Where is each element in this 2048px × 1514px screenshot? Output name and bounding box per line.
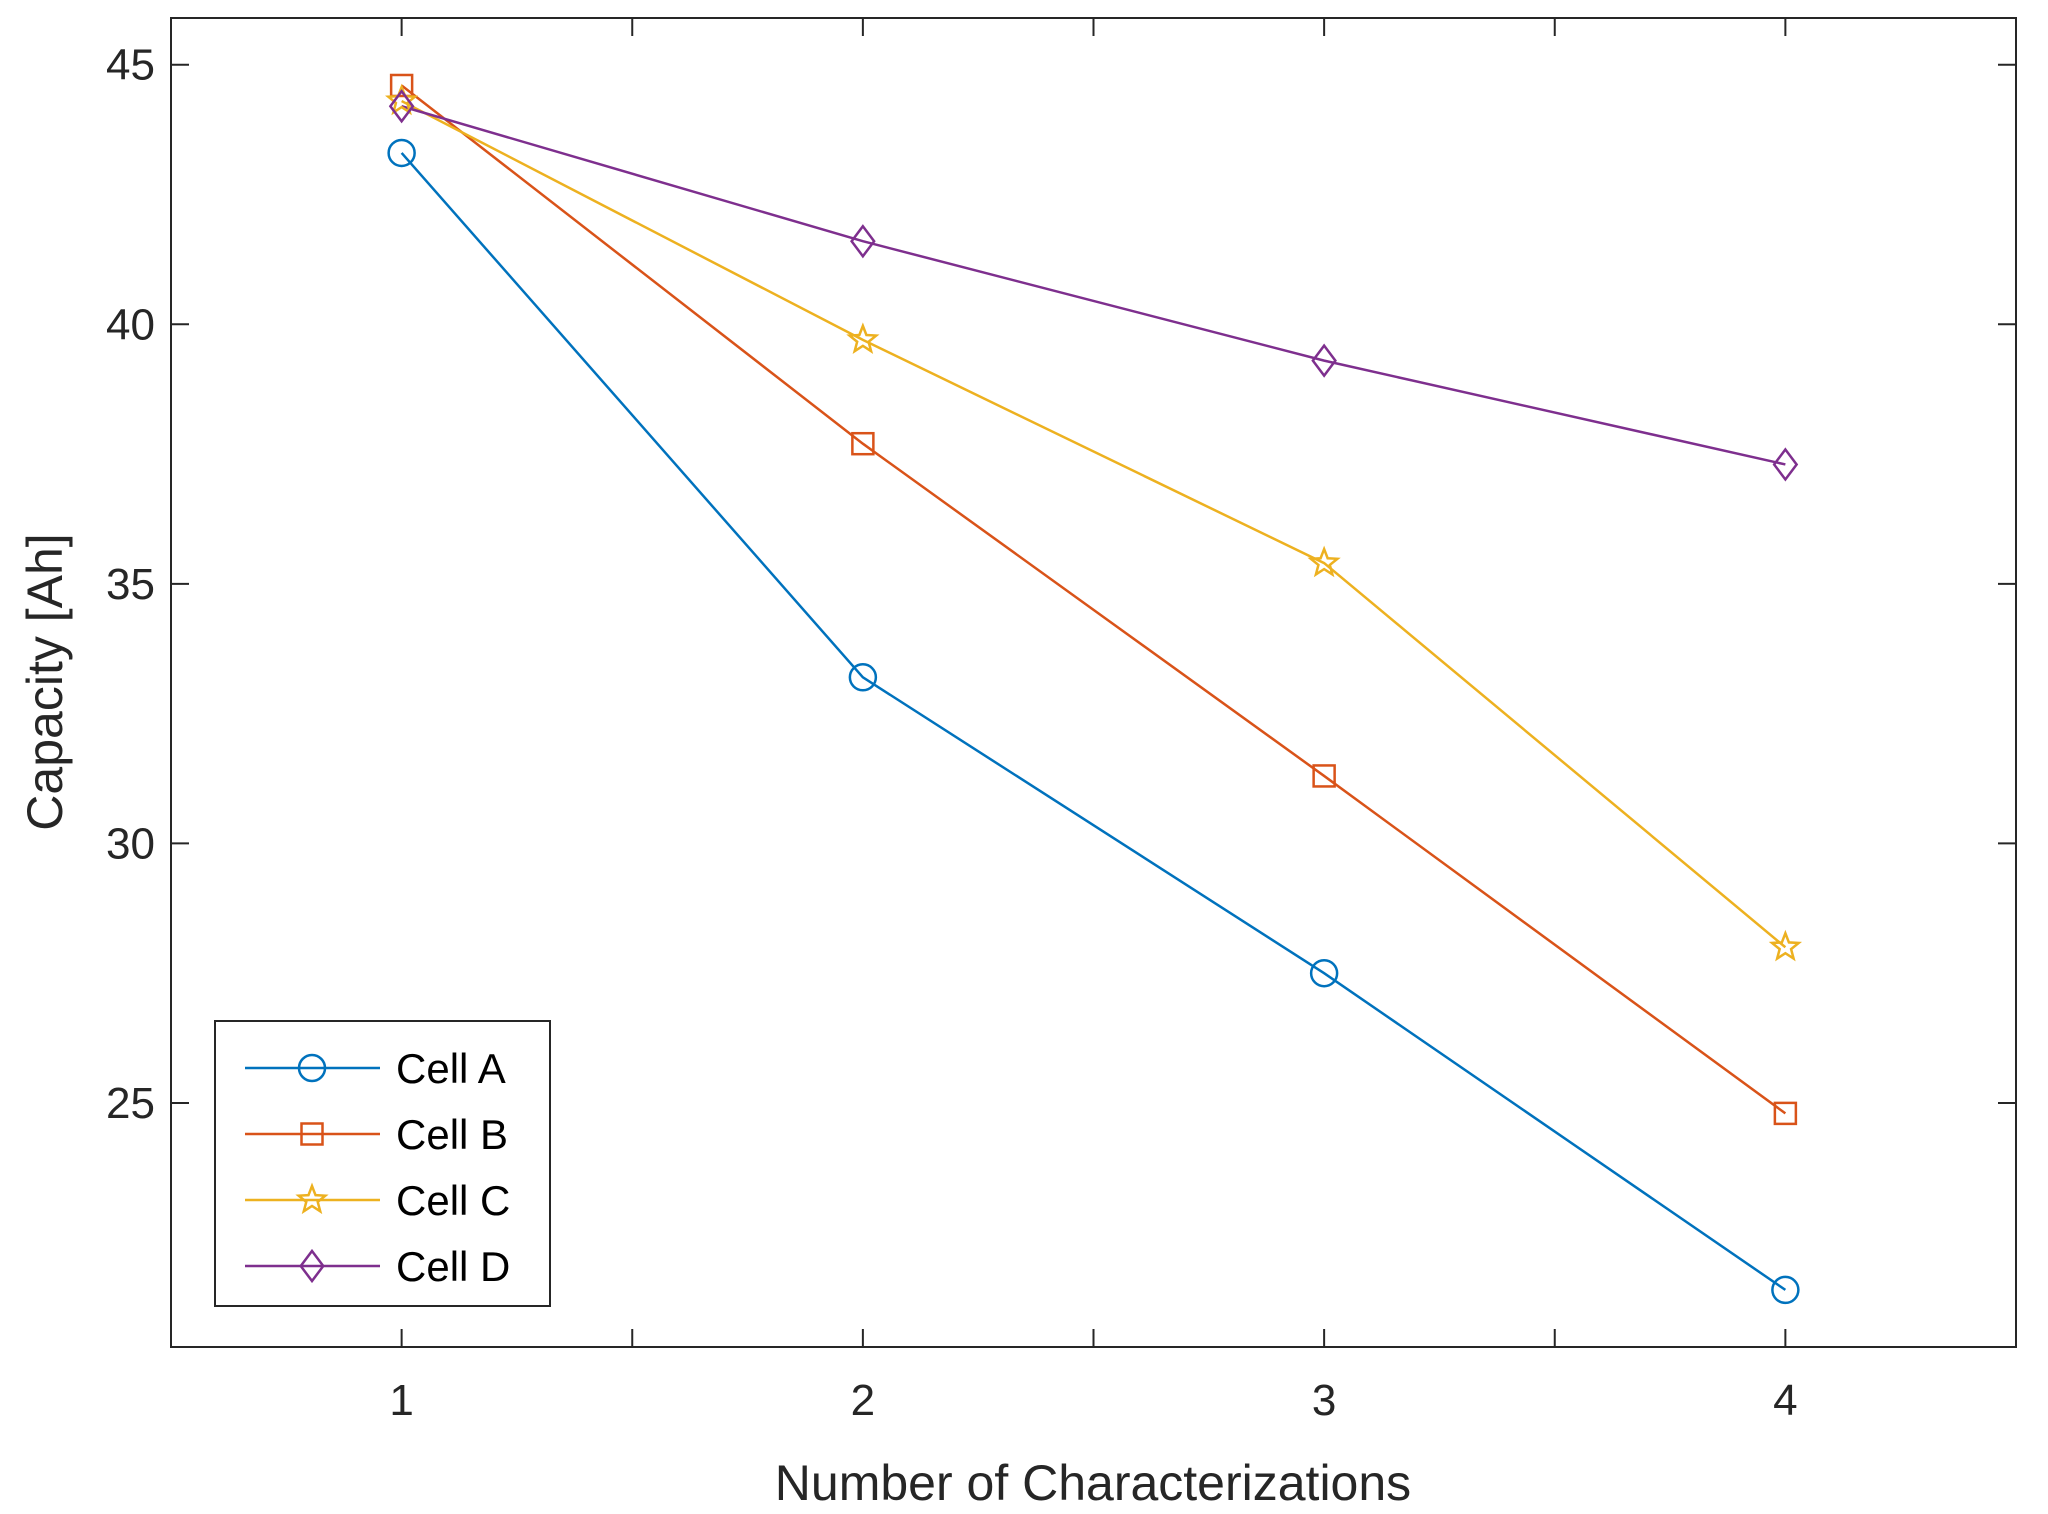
data-point-cell-b (1312, 764, 1336, 788)
y-tick-label: 35 (106, 560, 155, 609)
y-tick-labels: 25 30 35 40 45 (106, 41, 155, 1128)
axis-ticks (171, 18, 2016, 1347)
legend-label-cell-b: Cell B (396, 1111, 508, 1158)
y-tick-label: 25 (106, 1079, 155, 1128)
legend-marker-cell-c (295, 1182, 329, 1215)
series-lines (400, 84, 1787, 1291)
legend-label-cell-d: Cell D (396, 1243, 510, 1290)
data-point-cell-b (389, 73, 414, 98)
series-line-cell-b (400, 84, 1787, 1115)
y-tick-label: 45 (106, 41, 155, 90)
x-tick-label: 3 (1312, 1376, 1336, 1425)
legend-marker-cell-b (300, 1122, 324, 1146)
data-point-cell-a (387, 138, 416, 168)
data-point-cell-b (851, 431, 875, 456)
data-point-cell-a (1771, 1275, 1800, 1305)
data-point-cell-b (1773, 1101, 1798, 1126)
data-point-cell-d (1772, 447, 1799, 482)
y-tick-label: 30 (106, 819, 155, 868)
data-point-cell-c (1768, 929, 1802, 962)
data-point-cell-c (846, 322, 880, 355)
series-line-cell-c (401, 99, 1787, 949)
legend-label-cell-a: Cell A (396, 1045, 506, 1092)
plot-frame (170, 17, 2017, 1348)
y-axis-label: Capacity [Ah] (17, 533, 73, 830)
data-point-cell-c (385, 83, 419, 116)
data-point-cell-d (1311, 343, 1337, 378)
data-point-cell-d (388, 89, 415, 124)
x-tick-label: 4 (1773, 1376, 1797, 1425)
x-axis-label: Number of Characterizations (775, 1455, 1411, 1511)
data-point-cell-c (1307, 545, 1341, 578)
x-tick-label: 1 (389, 1376, 413, 1425)
series-line-cell-a (400, 152, 1787, 1291)
x-tick-label: 2 (851, 1376, 875, 1425)
data-point-cell-a (1309, 958, 1339, 988)
x-tick-labels: 1 2 3 4 (389, 1376, 1797, 1425)
y-tick-label: 40 (106, 300, 155, 349)
data-point-cell-d (850, 224, 876, 259)
series-markers (385, 73, 1802, 1305)
legend-marker-cell-a (297, 1053, 327, 1083)
legend-marker-cell-d (299, 1248, 325, 1284)
data-point-cell-a (848, 663, 878, 692)
series-line-cell-d (401, 105, 1786, 466)
legend: Cell A Cell B Cell C Cell D (214, 1020, 551, 1307)
legend-label-cell-c: Cell C (396, 1177, 510, 1224)
